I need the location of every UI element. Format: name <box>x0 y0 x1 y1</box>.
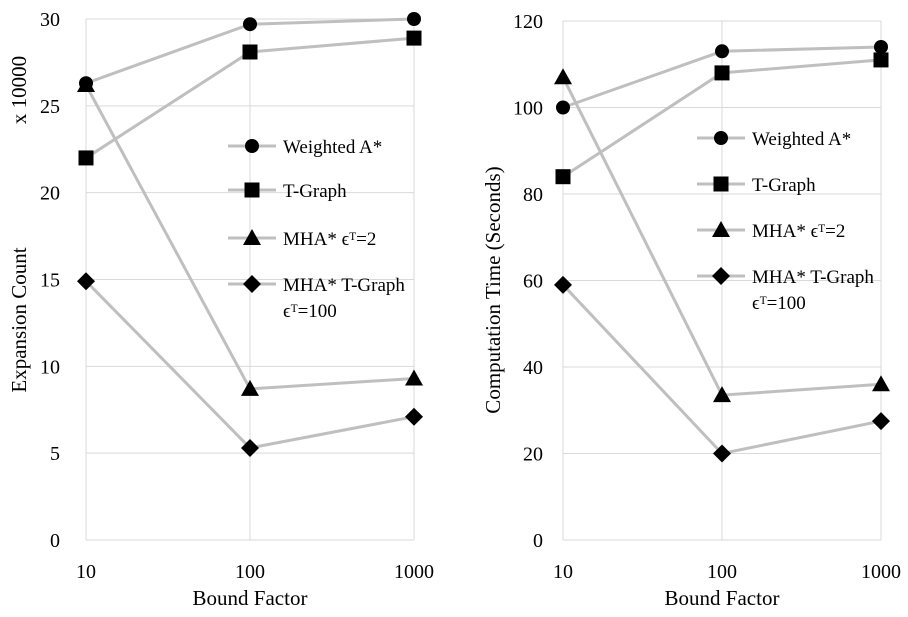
data-point-triangle <box>554 68 572 85</box>
data-point-triangle <box>713 386 731 403</box>
data-point-diamond <box>713 444 731 463</box>
legend-label: Weighted A* <box>752 129 851 150</box>
x-tick-label: 10 <box>76 561 96 583</box>
y-tick-label: 10 <box>40 356 60 378</box>
legend-label: Weighted A* <box>283 137 382 158</box>
legend: Weighted A* T-Graph MHA* ϵᵀ=2 MHA* T-Graph ϵ… <box>697 129 874 314</box>
legend-label: T-Graph <box>752 175 816 196</box>
y-tick-label: 30 <box>40 9 60 31</box>
legend-item: MHA* ϵᵀ=2 <box>228 229 376 250</box>
legend-marker-square <box>244 182 260 198</box>
y-axis-label: Expansion Count <box>7 247 31 392</box>
legend-marker-diamond <box>712 267 730 285</box>
chart-expansion-count: 0 5 10 15 20 25 30 10 100 1000 Bound Factor Expansi… <box>7 9 434 610</box>
legend-item: Weighted A* <box>228 137 382 158</box>
data-point-circle <box>556 100 570 115</box>
y-tick-label: 60 <box>523 271 543 293</box>
y-tick-label: 15 <box>40 270 60 292</box>
legend-item: MHA* T-Graph ϵᵀ=100 <box>697 267 874 314</box>
legend-label-continued: ϵᵀ=100 <box>752 293 806 314</box>
x-tick-label: 1000 <box>394 561 434 583</box>
y-tick-label: 0 <box>50 530 60 552</box>
legend-item: T-Graph <box>697 175 816 196</box>
x-axis-label: Bound Factor <box>193 586 308 610</box>
y-tick-label: 80 <box>523 184 543 206</box>
legend-marker-square <box>713 176 729 192</box>
x-tick-label: 10 <box>553 561 573 583</box>
y-tick-label: 0 <box>533 530 543 552</box>
legend-label: MHA* ϵᵀ=2 <box>283 229 376 250</box>
y-tick-label: 40 <box>523 357 543 379</box>
data-point-diamond <box>241 438 259 457</box>
legend-marker-circle <box>714 131 728 145</box>
legend-label-continued: ϵᵀ=100 <box>283 301 337 322</box>
data-point-diamond <box>405 407 423 426</box>
y-axis-multiplier-label: x 10000 <box>7 56 31 124</box>
legend-marker-triangle <box>243 229 261 245</box>
x-tick-label: 100 <box>707 561 737 583</box>
y-tick-label: 20 <box>40 183 60 205</box>
legend-marker-triangle <box>712 221 730 237</box>
data-point-square <box>873 52 889 68</box>
y-tick-label: 25 <box>40 96 60 118</box>
data-point-triangle <box>77 75 95 92</box>
legend: Weighted A* T-Graph MHA* ϵᵀ=2 MHA* T-Graph ϵ… <box>228 137 405 322</box>
legend-label: MHA* T-Graph <box>283 275 405 296</box>
chart-computation-time: 0 20 40 60 80 100 120 10 100 1000 Bound Factor Comp… <box>481 11 901 610</box>
y-tick-label: 20 <box>523 444 543 466</box>
data-point-square <box>714 65 730 81</box>
data-point-circle <box>407 12 421 26</box>
legend-item: MHA* T-Graph ϵᵀ=100 <box>228 275 405 322</box>
y-tick-label: 120 <box>513 11 543 33</box>
data-point-circle <box>715 44 729 59</box>
legend-item: MHA* ϵᵀ=2 <box>697 221 845 242</box>
data-point-square <box>242 44 258 60</box>
legend-label: MHA* ϵᵀ=2 <box>752 221 845 242</box>
data-point-circle <box>243 17 257 32</box>
data-point-square <box>555 169 571 185</box>
data-point-triangle <box>405 369 423 386</box>
y-axis-label: Computation Time (Seconds) <box>481 166 505 413</box>
legend-label: MHA* T-Graph <box>752 267 874 288</box>
data-point-diamond <box>554 275 572 294</box>
data-point-diamond <box>872 412 890 431</box>
legend-marker-circle <box>245 139 259 153</box>
legend-label: T-Graph <box>283 181 347 202</box>
x-tick-label: 1000 <box>861 561 901 583</box>
legend-item: T-Graph <box>228 181 347 202</box>
x-tick-label: 100 <box>235 561 265 583</box>
data-point-square <box>78 150 94 166</box>
legend-marker-diamond <box>243 275 261 293</box>
legend-item: Weighted A* <box>697 129 851 150</box>
data-point-triangle <box>872 375 890 392</box>
data-point-square <box>406 30 422 46</box>
y-tick-label: 5 <box>50 443 60 465</box>
data-point-circle <box>874 39 888 54</box>
data-point-triangle <box>241 379 259 396</box>
y-tick-label: 100 <box>513 98 543 120</box>
x-axis-label: Bound Factor <box>665 586 780 610</box>
data-point-diamond <box>77 272 95 291</box>
